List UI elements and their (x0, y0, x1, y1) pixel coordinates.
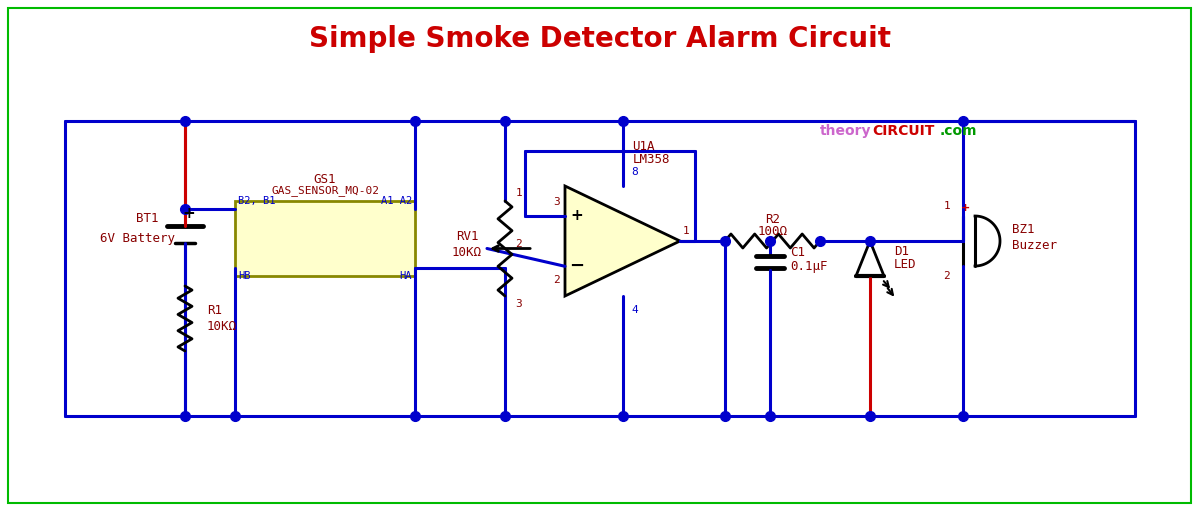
Text: 0.1μF: 0.1μF (790, 260, 827, 272)
Text: BT1: BT1 (135, 212, 158, 224)
Text: RV1: RV1 (456, 230, 478, 243)
Text: R1: R1 (207, 304, 222, 317)
Text: U1A: U1A (633, 140, 655, 152)
Text: 2: 2 (554, 275, 560, 285)
Polygon shape (565, 186, 680, 296)
Text: −: − (570, 258, 585, 275)
Text: +: + (962, 203, 971, 213)
Text: LM358: LM358 (633, 152, 670, 166)
Text: HA: HA (399, 271, 412, 281)
Text: BZ1: BZ1 (1012, 222, 1035, 236)
Text: 4: 4 (631, 305, 638, 315)
Text: 2: 2 (944, 271, 951, 281)
Text: HB: HB (237, 271, 251, 281)
Text: theory: theory (820, 124, 872, 138)
Text: .com: .com (940, 124, 977, 138)
Text: 2: 2 (516, 239, 523, 248)
Text: A1 A2: A1 A2 (381, 196, 412, 206)
Text: 10KΩ: 10KΩ (452, 246, 482, 259)
Text: CIRCUIT: CIRCUIT (872, 124, 934, 138)
Text: 100Ω: 100Ω (758, 224, 788, 238)
Text: Buzzer: Buzzer (1012, 239, 1058, 251)
Text: 3: 3 (554, 197, 560, 207)
Text: 1: 1 (682, 226, 689, 236)
Text: 3: 3 (516, 299, 523, 309)
Bar (235, 201, 415, 276)
Text: 10KΩ: 10KΩ (207, 320, 237, 333)
Text: R2: R2 (765, 213, 781, 225)
Text: C1: C1 (790, 245, 805, 259)
Text: +: + (571, 208, 584, 223)
Text: +: + (182, 205, 195, 221)
Text: GS1: GS1 (314, 173, 336, 185)
Text: Simple Smoke Detector Alarm Circuit: Simple Smoke Detector Alarm Circuit (309, 25, 891, 53)
Text: 1: 1 (516, 188, 523, 198)
Text: B2, B1: B2, B1 (237, 196, 276, 206)
Text: LED: LED (894, 258, 916, 270)
Text: 6V Battery: 6V Battery (100, 231, 175, 244)
Text: GAS_SENSOR_MQ-02: GAS_SENSOR_MQ-02 (271, 185, 379, 196)
Text: 8: 8 (631, 167, 638, 177)
Text: D1: D1 (894, 244, 909, 258)
Text: 1: 1 (944, 201, 951, 211)
